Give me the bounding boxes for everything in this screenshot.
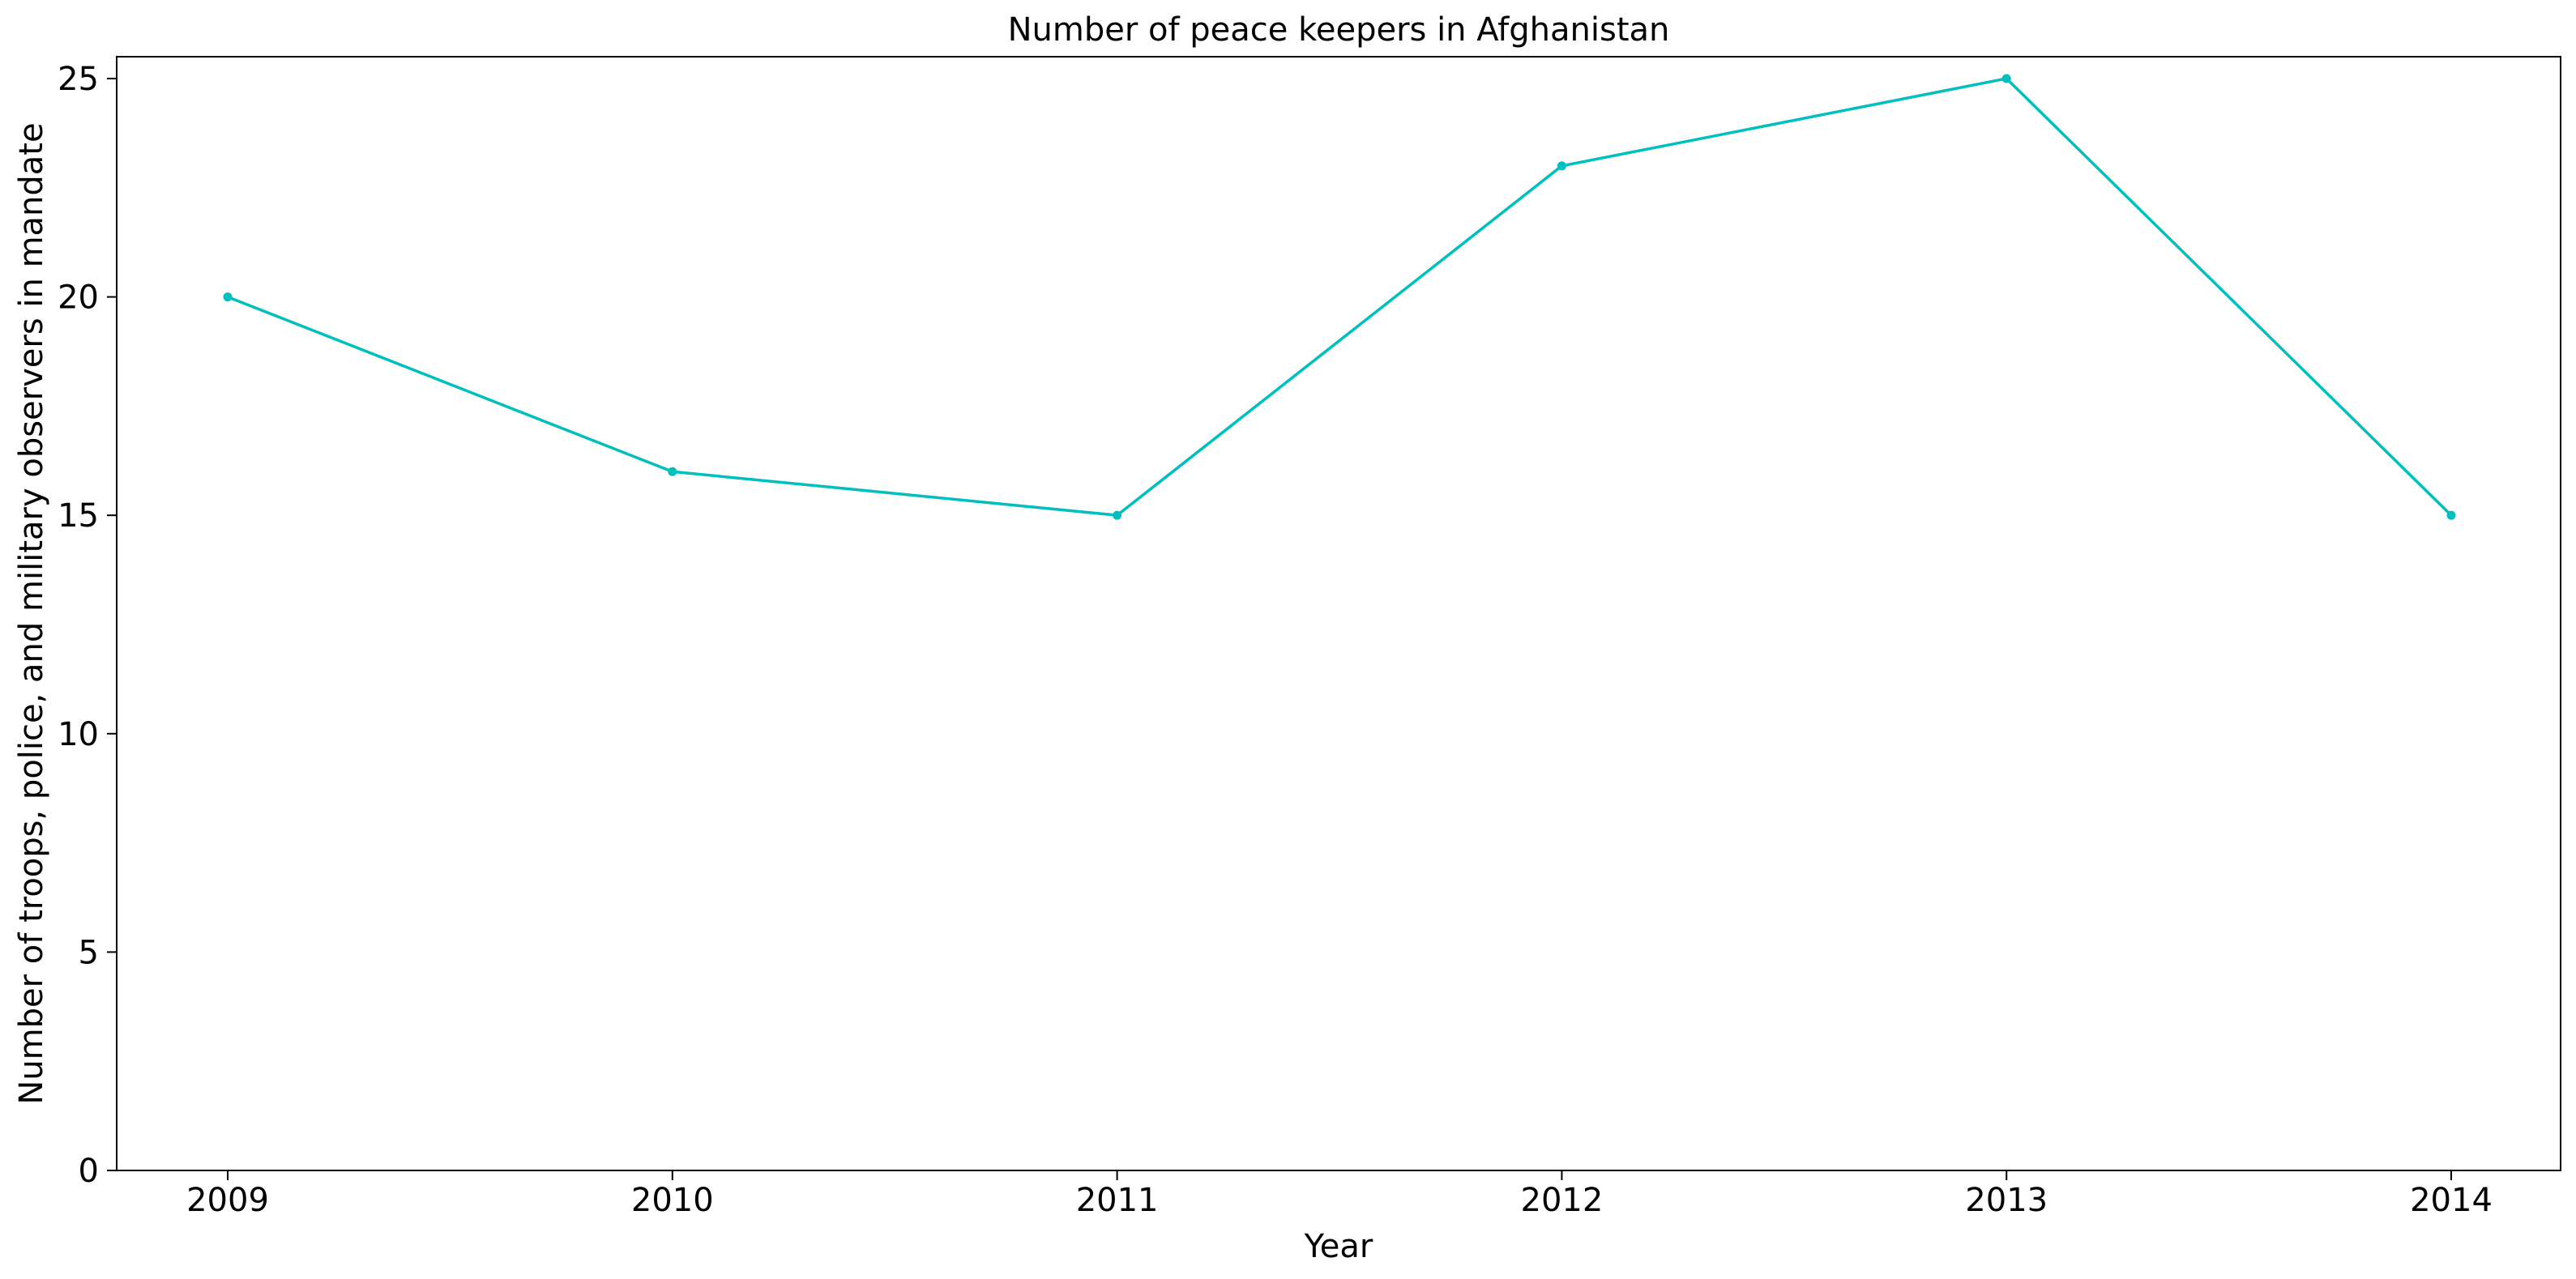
x-tick-label: 2012 xyxy=(1521,1182,1604,1219)
axis-ticks: 2009 2010 2011 2012 2013 2014 0 5 10 15 20 25 xyxy=(58,61,2493,1219)
data-point xyxy=(1557,161,1566,171)
y-tick-label: 15 xyxy=(58,497,99,535)
data-point xyxy=(2446,510,2456,520)
y-tick-label: 5 xyxy=(79,934,99,971)
x-tick-label: 2013 xyxy=(1965,1182,2048,1219)
y-tick-label: 25 xyxy=(58,61,99,98)
series-line xyxy=(226,77,2453,517)
data-point xyxy=(668,467,677,476)
y-axis-label: Number of troops, police, and military o… xyxy=(13,122,50,1104)
series-layer xyxy=(223,74,2456,520)
data-point xyxy=(1113,510,1122,520)
y-tick-label: 10 xyxy=(58,716,99,753)
y-tick-label: 20 xyxy=(58,279,99,317)
x-tick-label: 2014 xyxy=(2410,1182,2493,1219)
data-point xyxy=(2001,74,2011,83)
data-point xyxy=(223,292,233,302)
x-axis-label: Year xyxy=(1304,1228,1373,1265)
y-tick-label: 0 xyxy=(79,1153,99,1190)
x-tick-label: 2010 xyxy=(631,1182,714,1219)
x-tick-label: 2011 xyxy=(1076,1182,1159,1219)
chart-title: Number of peace keepers in Afghanistan xyxy=(1008,11,1670,49)
plot-area-frame xyxy=(116,56,2561,1171)
x-tick-label: 2009 xyxy=(186,1182,269,1219)
